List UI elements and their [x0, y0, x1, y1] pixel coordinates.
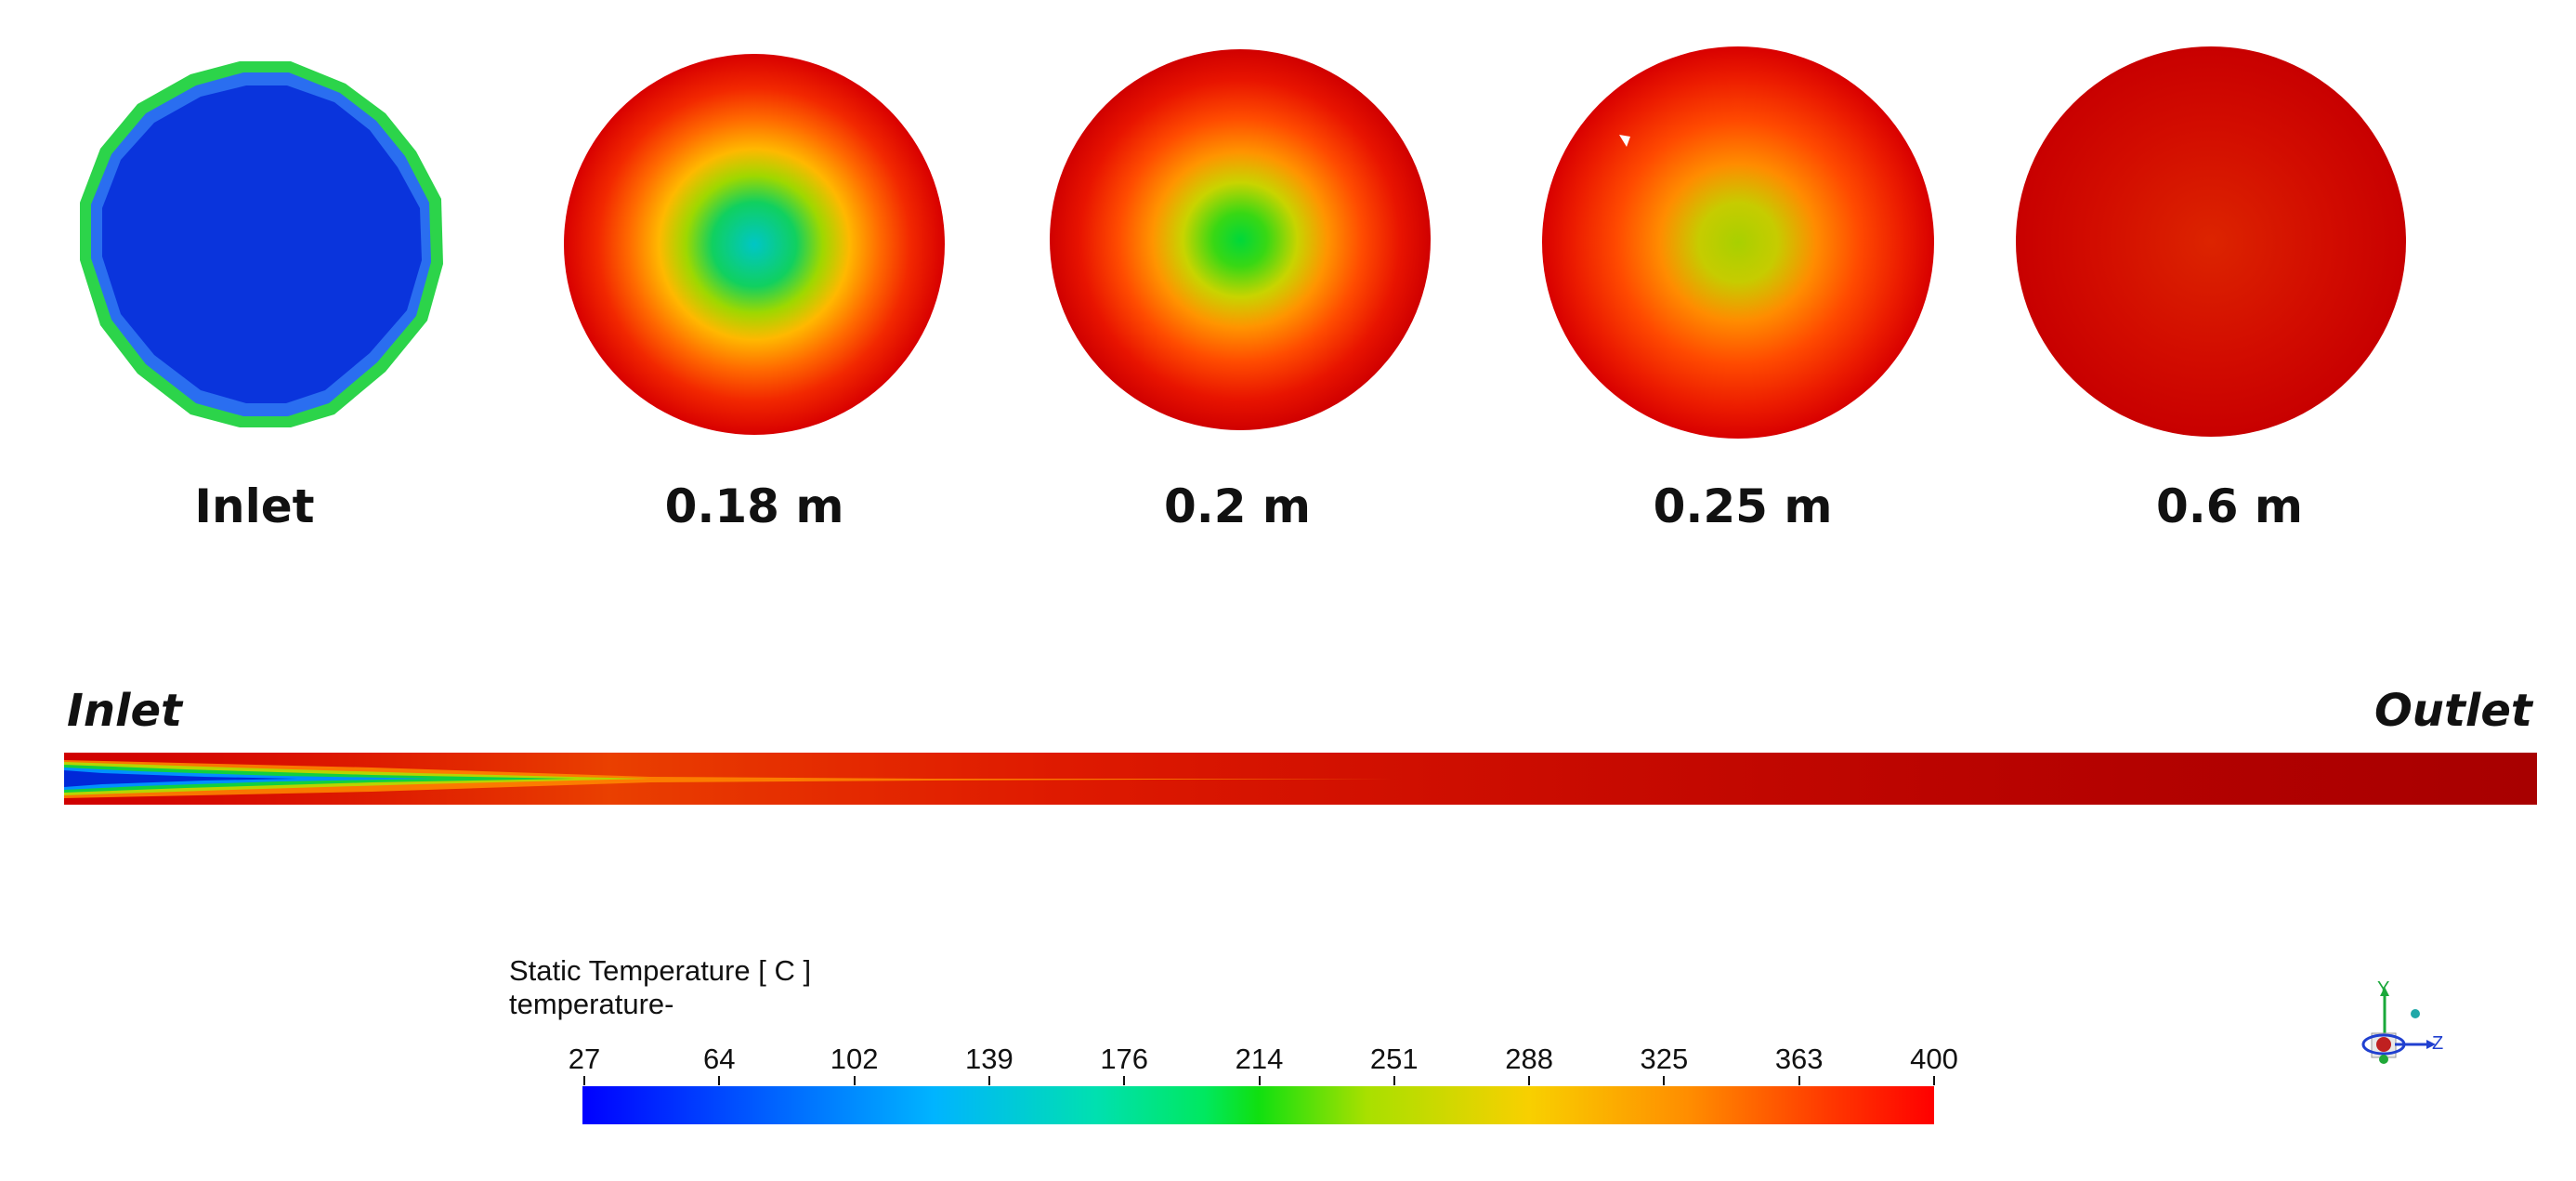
legend-tick-mark	[1663, 1076, 1666, 1085]
section-0-2m	[1050, 49, 1431, 430]
pipe-outlet-label: Outlet	[2374, 685, 2532, 737]
legend-tick-mark	[987, 1076, 990, 1085]
legend-tick-label: 176	[1100, 1043, 1149, 1075]
section-label-0-6m: 0.6 m	[2155, 479, 2304, 533]
axis-y-label: Y	[2377, 978, 2390, 999]
section-label-inlet: Inlet	[194, 479, 315, 533]
legend-tick-mark	[583, 1076, 585, 1085]
legend-colorbar	[582, 1086, 1934, 1124]
legend-title-block: Static Temperature [ C ] temperature-	[509, 954, 811, 1020]
pipe-longitudinal-contour	[64, 753, 2537, 805]
inlet-core-deep	[102, 85, 422, 403]
section-label-0-25m: 0.25 m	[1653, 479, 1833, 533]
axis-z-label: Z	[2432, 1033, 2444, 1054]
legend-tick-label: 214	[1235, 1043, 1284, 1075]
legend-tick-label: 288	[1505, 1043, 1553, 1075]
legend-tick-mark	[1798, 1076, 1800, 1085]
legend-tick-label: 363	[1774, 1043, 1824, 1075]
legend-tick-label: 400	[1910, 1043, 1958, 1075]
legend-tick-label: 64	[703, 1043, 736, 1075]
section-label-0-18m: 0.18 m	[664, 479, 844, 533]
legend-tick-mark	[1258, 1076, 1261, 1085]
legend-tick-label: 139	[965, 1043, 1013, 1075]
section-inlet	[80, 61, 443, 427]
axis-triad	[2361, 987, 2436, 1064]
section-0-25m	[1542, 46, 1934, 439]
legend-tick-mark	[1528, 1076, 1531, 1085]
section-0-18m	[564, 54, 945, 435]
legend-subtitle: temperature-	[509, 987, 674, 1020]
legend-tick-label: 102	[830, 1043, 879, 1075]
pipe-inlet-label: Inlet	[67, 685, 182, 737]
legend-tick-label: 27	[568, 1043, 601, 1075]
section-0-6m	[2016, 46, 2406, 437]
legend-tick-label: 251	[1369, 1043, 1419, 1075]
mesh-artifact	[1619, 135, 1630, 147]
legend-tick-mark	[1393, 1076, 1395, 1085]
legend-tick-mark	[718, 1076, 721, 1085]
legend-tick-mark	[853, 1076, 856, 1085]
legend-tick-label: 325	[1640, 1043, 1689, 1075]
legend-tick-mark	[1123, 1076, 1126, 1085]
legend-title: Static Temperature [ C ]	[509, 954, 812, 987]
legend-tick-mark	[1933, 1076, 1935, 1085]
section-label-0-2m: 0.2 m	[1163, 479, 1312, 533]
